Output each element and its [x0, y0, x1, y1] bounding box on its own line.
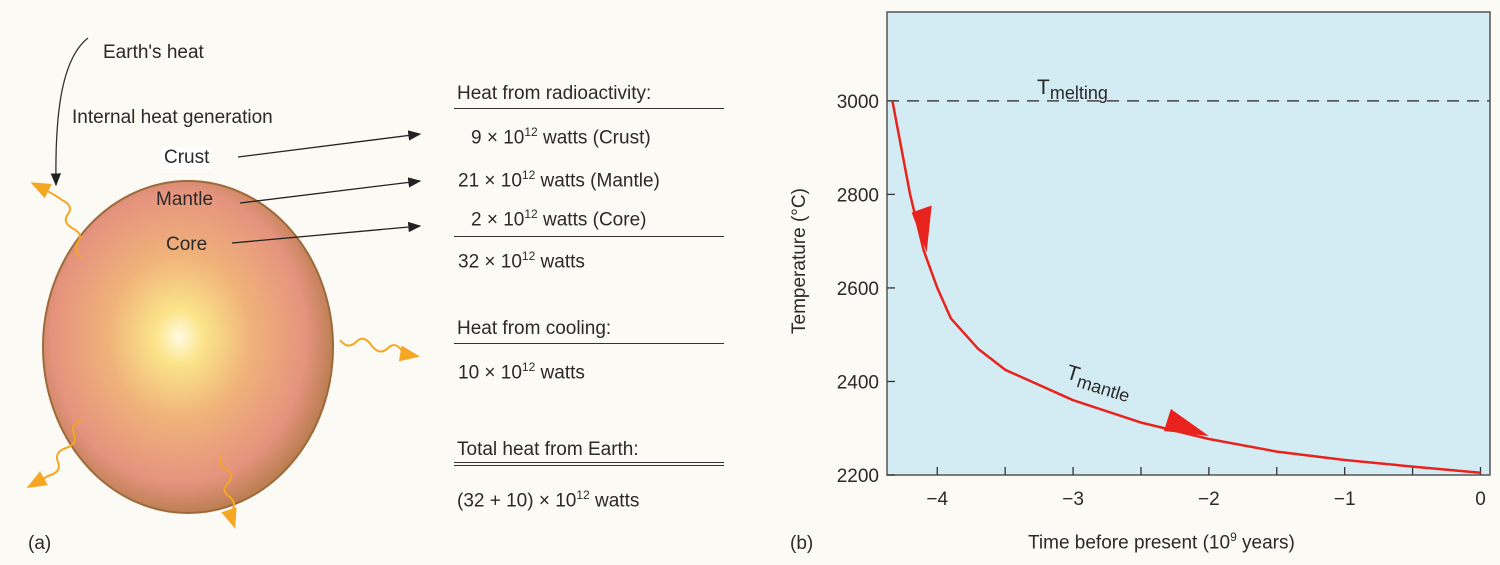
- x-tick-label: −2: [1198, 489, 1220, 510]
- divider: [454, 343, 724, 344]
- core-label: Core: [166, 234, 208, 255]
- coef: 2 × 10: [471, 209, 525, 231]
- x-tick-label: −1: [1334, 489, 1356, 510]
- x-axis-label: Time before present (109 years): [1028, 530, 1295, 554]
- internal-heat-label: Internal heat generation: [72, 107, 273, 128]
- subtotal-row: 32 × 1012 watts: [458, 249, 585, 273]
- cooling-row: 10 × 1012 watts: [458, 360, 585, 384]
- earths-heat-label: Earth's heat: [103, 42, 204, 63]
- coef: 9 × 10: [471, 127, 525, 149]
- mantle-temperature-curve: [891, 100, 1481, 474]
- panel-a-label: (a): [28, 533, 52, 554]
- radioactivity-heading: Heat from radioactivity:: [457, 83, 652, 104]
- heat-wavy-arrows: [26, 182, 420, 529]
- x-tick-label: −4: [926, 489, 948, 510]
- rest: watts: [535, 251, 585, 273]
- temperature-chart: −4 −3 −2 −1 022002400260028003000TmeltingTma…: [837, 11, 1491, 510]
- coef: (32 + 10) × 10: [457, 490, 577, 512]
- coef: 21 × 10: [458, 170, 522, 192]
- rest: watts (Core): [537, 209, 647, 231]
- earth-diagram: [26, 37, 422, 529]
- divider: [454, 236, 724, 237]
- y-tick-label: 2600: [837, 279, 879, 300]
- coef: 32 × 10: [458, 251, 522, 273]
- layer-leader-arrows: [231, 130, 422, 244]
- core-heat-row: 2 × 1012 watts (Core): [471, 207, 646, 231]
- total-heading: Total heat from Earth:: [457, 439, 639, 460]
- exp: 12: [524, 207, 538, 221]
- plot-area: [886, 11, 1491, 476]
- exp: 12: [576, 488, 590, 502]
- xlabel-end: years): [1236, 532, 1295, 554]
- mantle-label: Mantle: [156, 189, 214, 210]
- crust-label: Crust: [162, 147, 212, 169]
- exp: 12: [521, 360, 536, 374]
- coef: 10 × 10: [458, 362, 522, 384]
- exp: 12: [521, 249, 536, 263]
- xlabel-text: Time before present (10: [1028, 532, 1231, 554]
- crust-heat-row: 9 × 1012 watts (Crust): [471, 125, 651, 149]
- x-tick-label: 0: [1475, 489, 1486, 510]
- earths-heat-arrow: [50, 37, 89, 187]
- y-tick-label: 2200: [837, 466, 879, 487]
- melting-label: Tmelting: [1037, 76, 1108, 103]
- x-tick-label: −3: [1062, 489, 1084, 510]
- divider: [454, 108, 724, 109]
- cooling-heading: Heat from cooling:: [457, 318, 612, 339]
- y-tick-label: 2400: [837, 372, 879, 393]
- rest: watts: [535, 362, 585, 384]
- exp: 12: [521, 168, 536, 182]
- y-tick-label: 2800: [837, 185, 879, 206]
- rest: watts: [589, 490, 640, 512]
- total-row: (32 + 10) × 1012 watts: [457, 488, 639, 512]
- curve-arrow-down: [911, 205, 932, 253]
- xlabel-exp: 9: [1230, 530, 1237, 544]
- y-tick-label: 3000: [837, 92, 879, 113]
- mantle-heat-row: 21 × 1012 watts (Mantle): [458, 168, 660, 192]
- y-axis-label: Temperature (°C): [789, 188, 810, 334]
- panel-b-label: (b): [790, 533, 814, 554]
- double-divider: [454, 462, 724, 466]
- rest: watts (Crust): [537, 127, 651, 149]
- curve-arrow-right: [1163, 408, 1209, 436]
- rest: watts (Mantle): [535, 170, 660, 192]
- exp: 12: [524, 125, 538, 139]
